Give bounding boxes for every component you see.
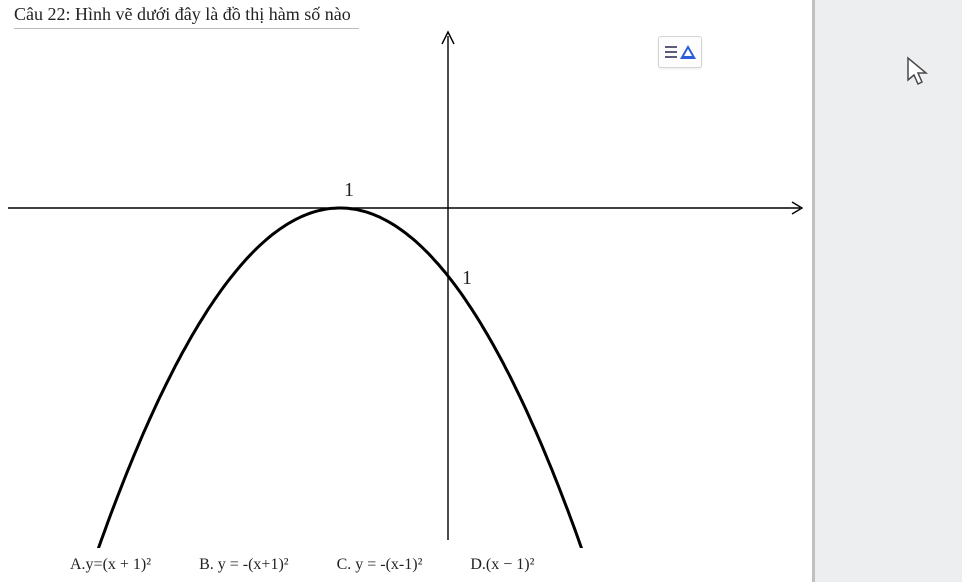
triangle-icon [680, 45, 696, 59]
question-label: Câu 22: [14, 4, 71, 24]
svg-text:1: 1 [462, 267, 472, 289]
page: Câu 22: Hình vẽ dưới đây là đồ thị hàm s… [0, 0, 815, 582]
layout-options-button[interactable] [658, 36, 702, 68]
question-text: Câu 22: Hình vẽ dưới đây là đồ thị hàm s… [14, 4, 359, 29]
chart-svg: 11 [0, 28, 815, 548]
svg-text:1: 1 [344, 179, 354, 201]
answer-d[interactable]: D.(x − 1)² [470, 556, 534, 574]
function-chart: 11 [0, 28, 815, 548]
list-lines-icon [665, 46, 677, 58]
answer-b[interactable]: B. y = -(x+1)² [199, 556, 289, 574]
cursor-icon [904, 56, 932, 88]
question-body: Hình vẽ dưới đây là đồ thị hàm số nào [75, 4, 351, 24]
answer-a[interactable]: A.y=(x + 1)² [70, 556, 151, 574]
answer-row: A.y=(x + 1)² B. y = -(x+1)² C. y = -(x-1… [70, 556, 534, 574]
answer-c[interactable]: C. y = -(x-1)² [337, 556, 423, 574]
